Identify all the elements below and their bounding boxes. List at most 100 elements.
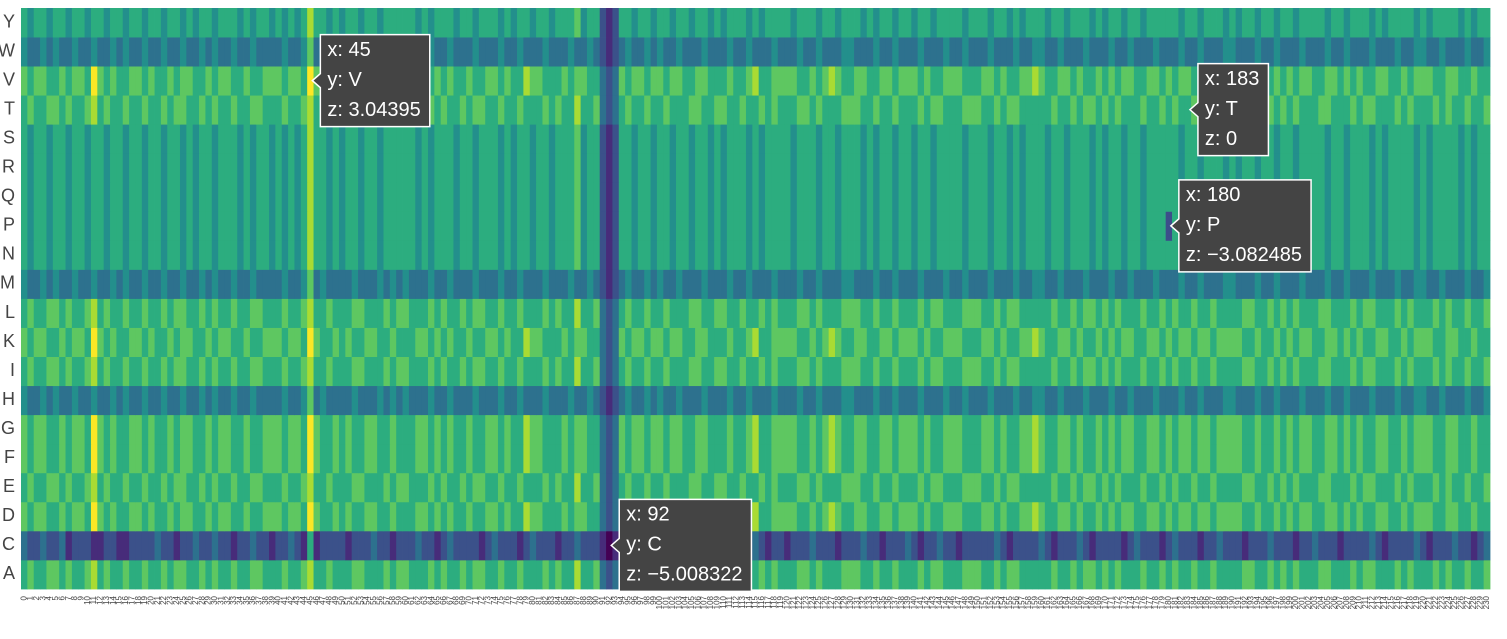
- heatmap-cell: [421, 240, 429, 270]
- heatmap-cell: [421, 356, 429, 387]
- heatmap-cell: [599, 8, 607, 38]
- heatmap-cell: [586, 385, 594, 416]
- heatmap-cell: [224, 37, 232, 67]
- heatmap-cell: [1362, 182, 1370, 212]
- heatmap-cell: [733, 8, 741, 38]
- heatmap-cell: [1140, 559, 1147, 590]
- heatmap-cell: [765, 501, 772, 532]
- heatmap-cell: [879, 269, 887, 299]
- heatmap-cell: [1470, 95, 1478, 125]
- heatmap-cell: [574, 8, 582, 38]
- heatmap-cell: [1280, 559, 1287, 590]
- heatmap-cell: [186, 95, 194, 125]
- heatmap-cell: [663, 211, 671, 241]
- heatmap-cell: [148, 37, 155, 67]
- heatmap-cell: [854, 414, 861, 445]
- heatmap-cell: [40, 153, 47, 183]
- heatmap-cell: [1267, 37, 1275, 67]
- heatmap-cell: [968, 153, 976, 183]
- heatmap-cell: [860, 356, 868, 387]
- heatmap-cell: [1261, 443, 1268, 474]
- heatmap-cell: [377, 298, 384, 328]
- heatmap-cell: [1445, 95, 1453, 125]
- heatmap-cell: [351, 182, 359, 212]
- heatmap-cell: [141, 443, 149, 474]
- heatmap-cell: [1324, 8, 1332, 38]
- heatmap-cell: [1178, 298, 1186, 328]
- heatmap-cell: [714, 443, 721, 474]
- heatmap-cell: [828, 182, 836, 212]
- x-tick-label: 201: [1298, 595, 1307, 609]
- heatmap-cell: [192, 95, 200, 125]
- heatmap-cell: [943, 37, 950, 67]
- heatmap-cell: [1095, 66, 1103, 96]
- heatmap-cell: [224, 472, 232, 503]
- heatmap-cell: [955, 530, 963, 561]
- heatmap-cell: [427, 153, 435, 183]
- heatmap-cell: [987, 153, 995, 183]
- heatmap-cell: [993, 211, 1001, 241]
- heatmap-cell: [160, 240, 168, 270]
- heatmap-cell: [1381, 414, 1389, 445]
- heatmap-cell: [1044, 182, 1052, 212]
- heatmap-cell: [885, 153, 893, 183]
- heatmap-cell: [1114, 66, 1122, 96]
- heatmap-cell: [1089, 530, 1097, 561]
- heatmap-cell: [1254, 298, 1262, 328]
- heatmap-cell: [440, 298, 448, 328]
- heatmap-cell: [396, 385, 403, 416]
- heatmap-cell: [606, 327, 613, 357]
- x-tick-label: 136: [884, 595, 893, 609]
- heatmap-cell: [1152, 66, 1160, 96]
- heatmap-cell: [33, 269, 41, 299]
- heatmap-cell: [459, 269, 467, 299]
- heatmap-cell: [1299, 95, 1306, 125]
- heatmap-cell: [1051, 327, 1058, 357]
- heatmap-cell: [459, 530, 467, 561]
- heatmap-cell: [1388, 530, 1396, 561]
- heatmap-cell: [326, 327, 334, 357]
- heatmap-cell: [453, 124, 461, 154]
- heatmap-cell: [1114, 356, 1122, 387]
- heatmap-cell: [1025, 66, 1033, 96]
- heatmap-cell: [815, 269, 823, 299]
- heatmap-cell: [1356, 385, 1364, 416]
- heatmap-cell: [256, 8, 264, 38]
- heatmap-cell: [466, 211, 473, 241]
- heatmap-cell: [955, 269, 963, 299]
- x-tick-label: 37: [255, 595, 264, 604]
- heatmap-cell: [1235, 501, 1243, 532]
- heatmap-cell: [364, 124, 372, 154]
- heatmap-cell: [669, 182, 677, 212]
- heatmap-cell: [1222, 269, 1230, 299]
- heatmap-cell: [1458, 559, 1465, 590]
- x-tick-label: 7: [64, 595, 73, 600]
- heatmap-cell: [1076, 298, 1084, 328]
- heatmap-cell: [1063, 240, 1071, 270]
- heatmap-cell: [949, 559, 957, 590]
- heatmap-cell: [1102, 356, 1109, 387]
- heatmap-cell: [974, 559, 982, 590]
- heatmap-cell: [580, 269, 588, 299]
- heatmap-cell: [1063, 472, 1071, 503]
- heatmap-cell: [701, 327, 709, 357]
- heatmap-cell: [580, 8, 588, 38]
- x-tick-label: 35: [242, 595, 251, 604]
- heatmap-cell: [943, 8, 950, 38]
- hover-text: y: V: [327, 69, 362, 91]
- x-tick-label: 150: [973, 595, 982, 609]
- heatmap-cell: [1483, 269, 1491, 299]
- x-tick-label: 142: [922, 595, 931, 609]
- hover-label: x: 45y: Vz: 3.04395: [311, 33, 431, 128]
- heatmap-cell: [1337, 8, 1345, 38]
- heatmap-cell: [491, 182, 499, 212]
- heatmap-cell: [84, 385, 92, 416]
- heatmap-cell: [319, 8, 327, 38]
- heatmap-cell: [1413, 414, 1421, 445]
- heatmap-cell: [84, 414, 92, 445]
- heatmap-cell: [815, 327, 823, 357]
- heatmap-cell: [656, 153, 664, 183]
- heatmap-cell: [536, 95, 543, 125]
- heatmap-cell: [1432, 66, 1440, 96]
- heatmap-cell: [1337, 153, 1345, 183]
